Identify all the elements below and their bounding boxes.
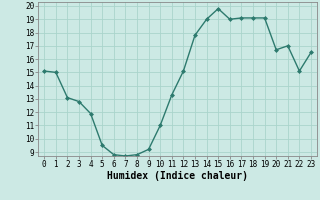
- X-axis label: Humidex (Indice chaleur): Humidex (Indice chaleur): [107, 171, 248, 181]
